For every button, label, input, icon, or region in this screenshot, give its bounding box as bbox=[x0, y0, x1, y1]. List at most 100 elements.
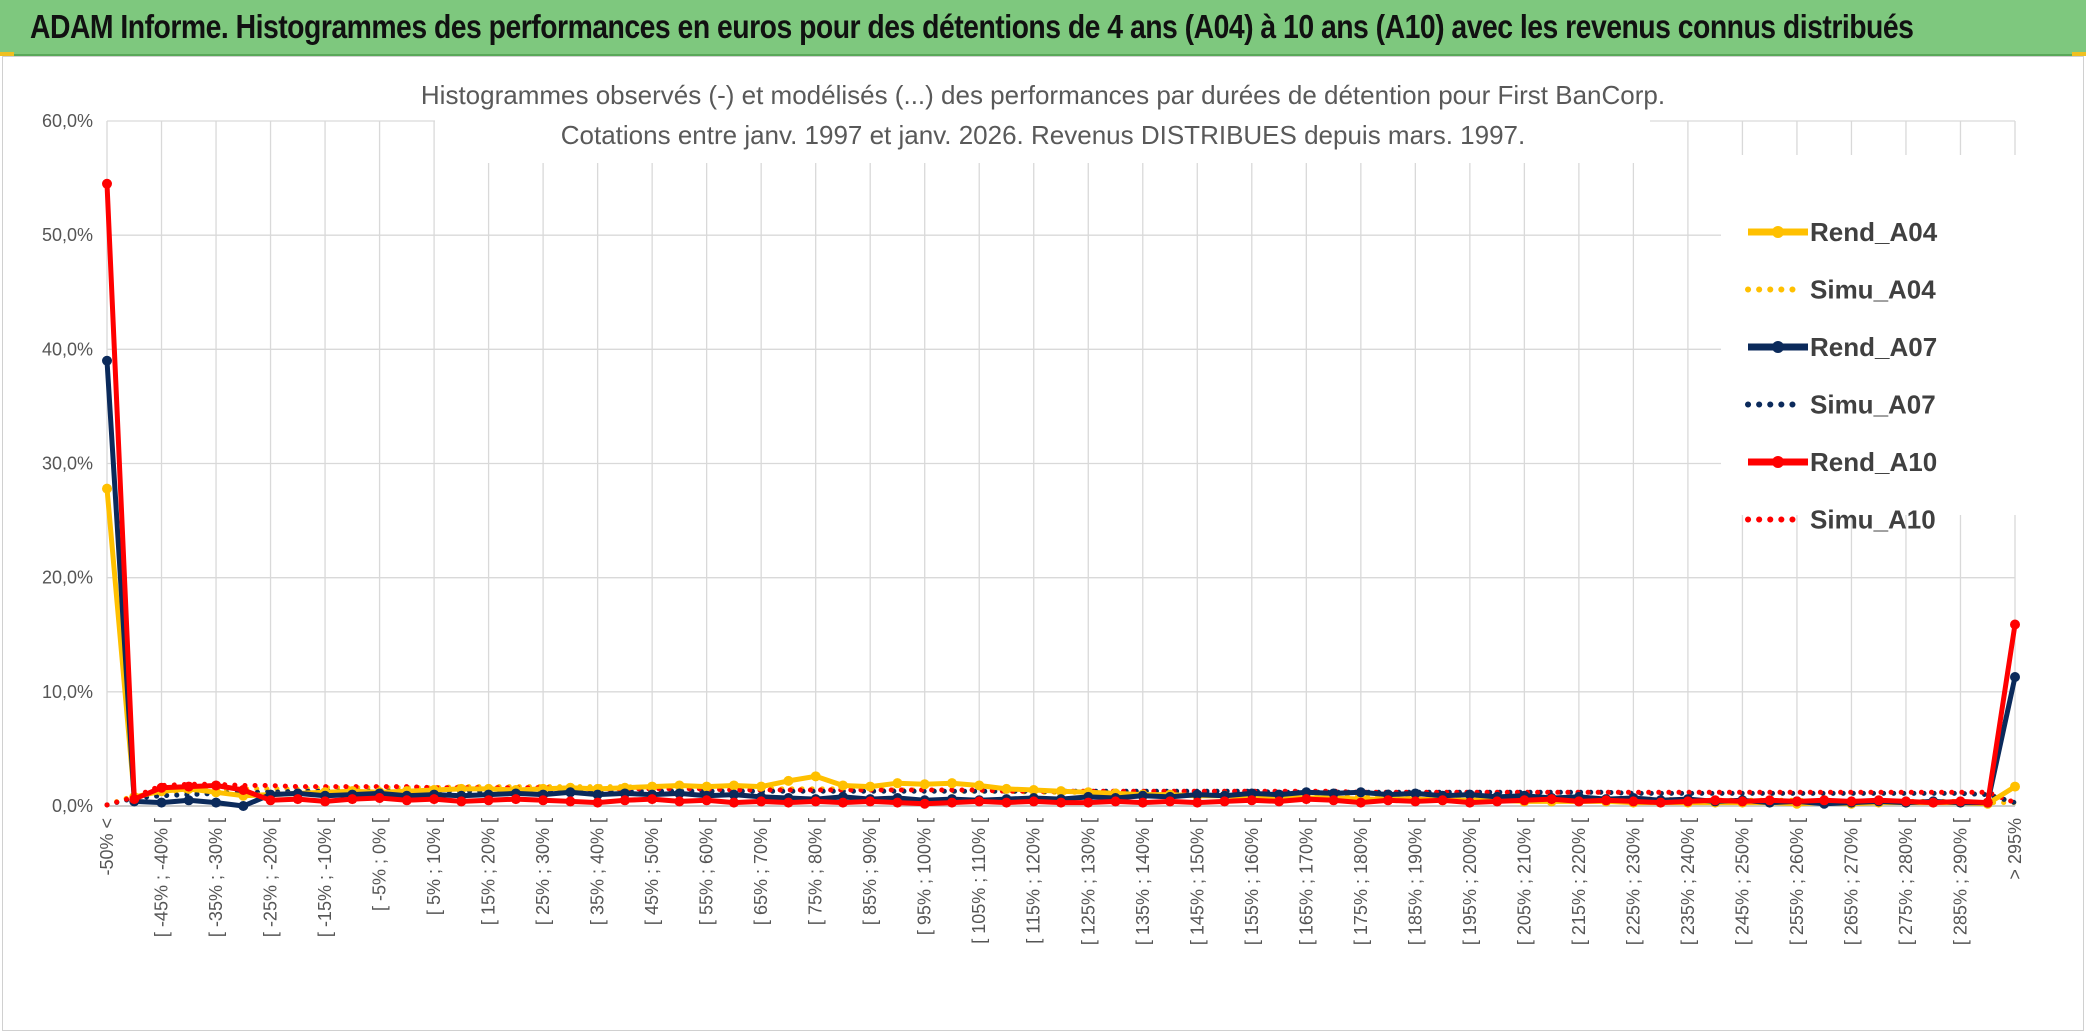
x-axis: -50% < [ -45% ; -40% [[ -35% ; -30% [[ -2… bbox=[97, 805, 2025, 945]
data-point-Rend_A10 bbox=[892, 797, 903, 808]
corner-marker bbox=[0, 52, 14, 56]
data-point-Rend_A10 bbox=[1764, 795, 1775, 806]
data-point-Rend_A04 bbox=[837, 780, 848, 791]
data-point-Rend_A10 bbox=[1437, 795, 1448, 806]
data-point-Rend_A04 bbox=[701, 781, 712, 792]
data-point-Rend_A10 bbox=[810, 796, 821, 807]
x-tick-label: [ 95% ; 100% [ bbox=[915, 818, 935, 935]
x-tick-label: [ 45% ; 50% [ bbox=[642, 818, 662, 925]
data-point-Rend_A10 bbox=[102, 178, 112, 189]
data-point-Rend_A10 bbox=[1492, 796, 1503, 807]
data-point-Rend_A10 bbox=[1137, 797, 1148, 808]
corner-marker bbox=[2072, 52, 2086, 56]
data-point-Rend_A10 bbox=[1900, 796, 1911, 807]
data-point-Rend_A07 bbox=[674, 788, 685, 799]
chart-title-line-2: Cotations entre janv. 1997 et janv. 2026… bbox=[561, 120, 1525, 150]
x-tick-label: [ 265% ; 270% [ bbox=[1841, 818, 1861, 945]
data-point-Rend_A07 bbox=[1246, 788, 1257, 799]
data-point-Rend_A07 bbox=[1464, 789, 1475, 800]
data-point-Rend_A07 bbox=[1355, 787, 1366, 798]
data-point-Rend_A07 bbox=[1192, 789, 1203, 800]
data-point-Rend_A10 bbox=[919, 798, 930, 809]
x-tick-label: [ -35% ; -30% [ bbox=[206, 818, 226, 937]
legend-background bbox=[1721, 155, 2021, 515]
data-point-Rend_A10 bbox=[1301, 794, 1312, 805]
data-point-Rend_A07 bbox=[156, 797, 167, 808]
data-point-Rend_A07 bbox=[1137, 790, 1148, 801]
data-point-Rend_A10 bbox=[1246, 795, 1257, 806]
data-point-Rend_A04 bbox=[1028, 785, 1039, 796]
x-tick-label: [ 165% ; 170% [ bbox=[1296, 818, 1316, 945]
data-point-Rend_A07 bbox=[2010, 671, 2020, 682]
data-point-Rend_A04 bbox=[946, 778, 957, 789]
data-point-Rend_A04 bbox=[865, 781, 876, 792]
data-point-Rend_A10 bbox=[1219, 796, 1230, 807]
legend[interactable]: Rend_A04 Simu_A04 Rend_A07 Simu_A07 Rend_A10… bbox=[1721, 155, 2021, 535]
x-tick-label: [ 155% ; 160% [ bbox=[1242, 818, 1262, 945]
x-tick-label: -50% < bbox=[97, 818, 117, 876]
data-point-Rend_A10 bbox=[156, 782, 167, 793]
legend-marker-Rend_A07 bbox=[1772, 341, 1784, 353]
x-tick-label: [ 115% ; 120% [ bbox=[1024, 818, 1044, 944]
data-point-Rend_A10 bbox=[1573, 796, 1584, 807]
data-point-Rend_A10 bbox=[1982, 797, 1993, 808]
y-tick-label: 40,0% bbox=[42, 339, 93, 359]
data-point-Rend_A10 bbox=[129, 794, 140, 805]
data-point-Rend_A10 bbox=[211, 780, 222, 791]
data-point-Rend_A04 bbox=[674, 780, 685, 791]
data-point-Rend_A10 bbox=[1519, 795, 1530, 806]
chart-frame: Histogrammes observés (-) et modélisés (… bbox=[2, 56, 2084, 1031]
data-point-Rend_A07 bbox=[619, 788, 630, 799]
legend-label-Rend_A10: Rend_A10 bbox=[1810, 447, 1937, 477]
data-point-Rend_A10 bbox=[647, 794, 658, 805]
data-point-Rend_A10 bbox=[756, 796, 767, 807]
data-point-Rend_A07 bbox=[1301, 787, 1312, 798]
data-point-Rend_A07 bbox=[211, 797, 222, 808]
data-point-Rend_A04 bbox=[1001, 783, 1012, 794]
data-point-Rend_A04 bbox=[456, 783, 467, 794]
data-point-Rend_A07 bbox=[592, 789, 603, 800]
x-tick-label: [ 285% ; 290% [ bbox=[1950, 818, 1970, 945]
data-point-Rend_A10 bbox=[1410, 796, 1421, 807]
data-point-Rend_A10 bbox=[865, 796, 876, 807]
x-tick-label: [ 245% ; 250% [ bbox=[1732, 818, 1752, 945]
x-tick-label: [ -15% ; -10% [ bbox=[315, 818, 335, 937]
chart: Histogrammes observés (-) et modélisés (… bbox=[42, 65, 2025, 945]
x-tick-label: [ 135% ; 140% [ bbox=[1133, 818, 1153, 945]
data-point-Rend_A10 bbox=[974, 796, 985, 807]
x-tick-label: [ -5% ; 0% [ bbox=[370, 818, 390, 911]
data-point-Rend_A10 bbox=[946, 797, 957, 808]
legend-label-Rend_A07: Rend_A07 bbox=[1810, 332, 1937, 362]
data-point-Rend_A07 bbox=[102, 355, 112, 366]
x-tick-label: [ 225% ; 230% [ bbox=[1623, 818, 1643, 945]
report-banner: ADAM Informe. Histogrammes des performan… bbox=[0, 0, 2086, 56]
data-point-Rend_A10 bbox=[1791, 796, 1802, 807]
chart-title-line-1: Histogrammes observés (-) et modélisés (… bbox=[421, 80, 1665, 110]
x-tick-label: [ 215% ; 220% [ bbox=[1569, 818, 1589, 945]
data-point-Rend_A04 bbox=[919, 779, 930, 790]
data-point-Rend_A04 bbox=[647, 781, 658, 792]
x-tick-label: [ 195% ; 200% [ bbox=[1460, 818, 1480, 945]
x-tick-label: [ 85% ; 90% [ bbox=[860, 818, 880, 925]
x-tick-label: [ -25% ; -20% [ bbox=[261, 818, 281, 937]
data-point-Rend_A10 bbox=[538, 795, 549, 806]
chart-title-background bbox=[435, 65, 1650, 163]
data-point-Rend_A10 bbox=[265, 795, 276, 806]
y-tick-label: 60,0% bbox=[42, 111, 93, 131]
data-point-Rend_A10 bbox=[592, 797, 603, 808]
legend-marker-Rend_A10 bbox=[1772, 456, 1784, 468]
data-point-Rend_A07 bbox=[1274, 789, 1285, 800]
data-point-Rend_A10 bbox=[183, 781, 194, 792]
x-tick-label: [ 275% ; 280% [ bbox=[1896, 818, 1916, 945]
x-tick-label: [ 235% ; 240% [ bbox=[1678, 818, 1698, 945]
data-point-Rend_A10 bbox=[1274, 796, 1285, 807]
data-point-Rend_A10 bbox=[1873, 795, 1884, 806]
x-tick-label: [ 145% ; 150% [ bbox=[1187, 818, 1207, 945]
data-point-Rend_A04 bbox=[810, 771, 821, 782]
x-tick-label: [ 175% ; 180% [ bbox=[1351, 818, 1371, 945]
report-title: ADAM Informe. Histogrammes des performan… bbox=[30, 8, 1914, 45]
y-axis: 0,0% 10,0% 20,0% 30,0% 40,0% 50,0% 60,0% bbox=[42, 111, 93, 816]
data-point-Rend_A10 bbox=[1655, 797, 1666, 808]
x-tick-label: [ 15% ; 20% [ bbox=[479, 818, 499, 925]
x-tick-label: [ 25% ; 30% [ bbox=[533, 818, 553, 925]
